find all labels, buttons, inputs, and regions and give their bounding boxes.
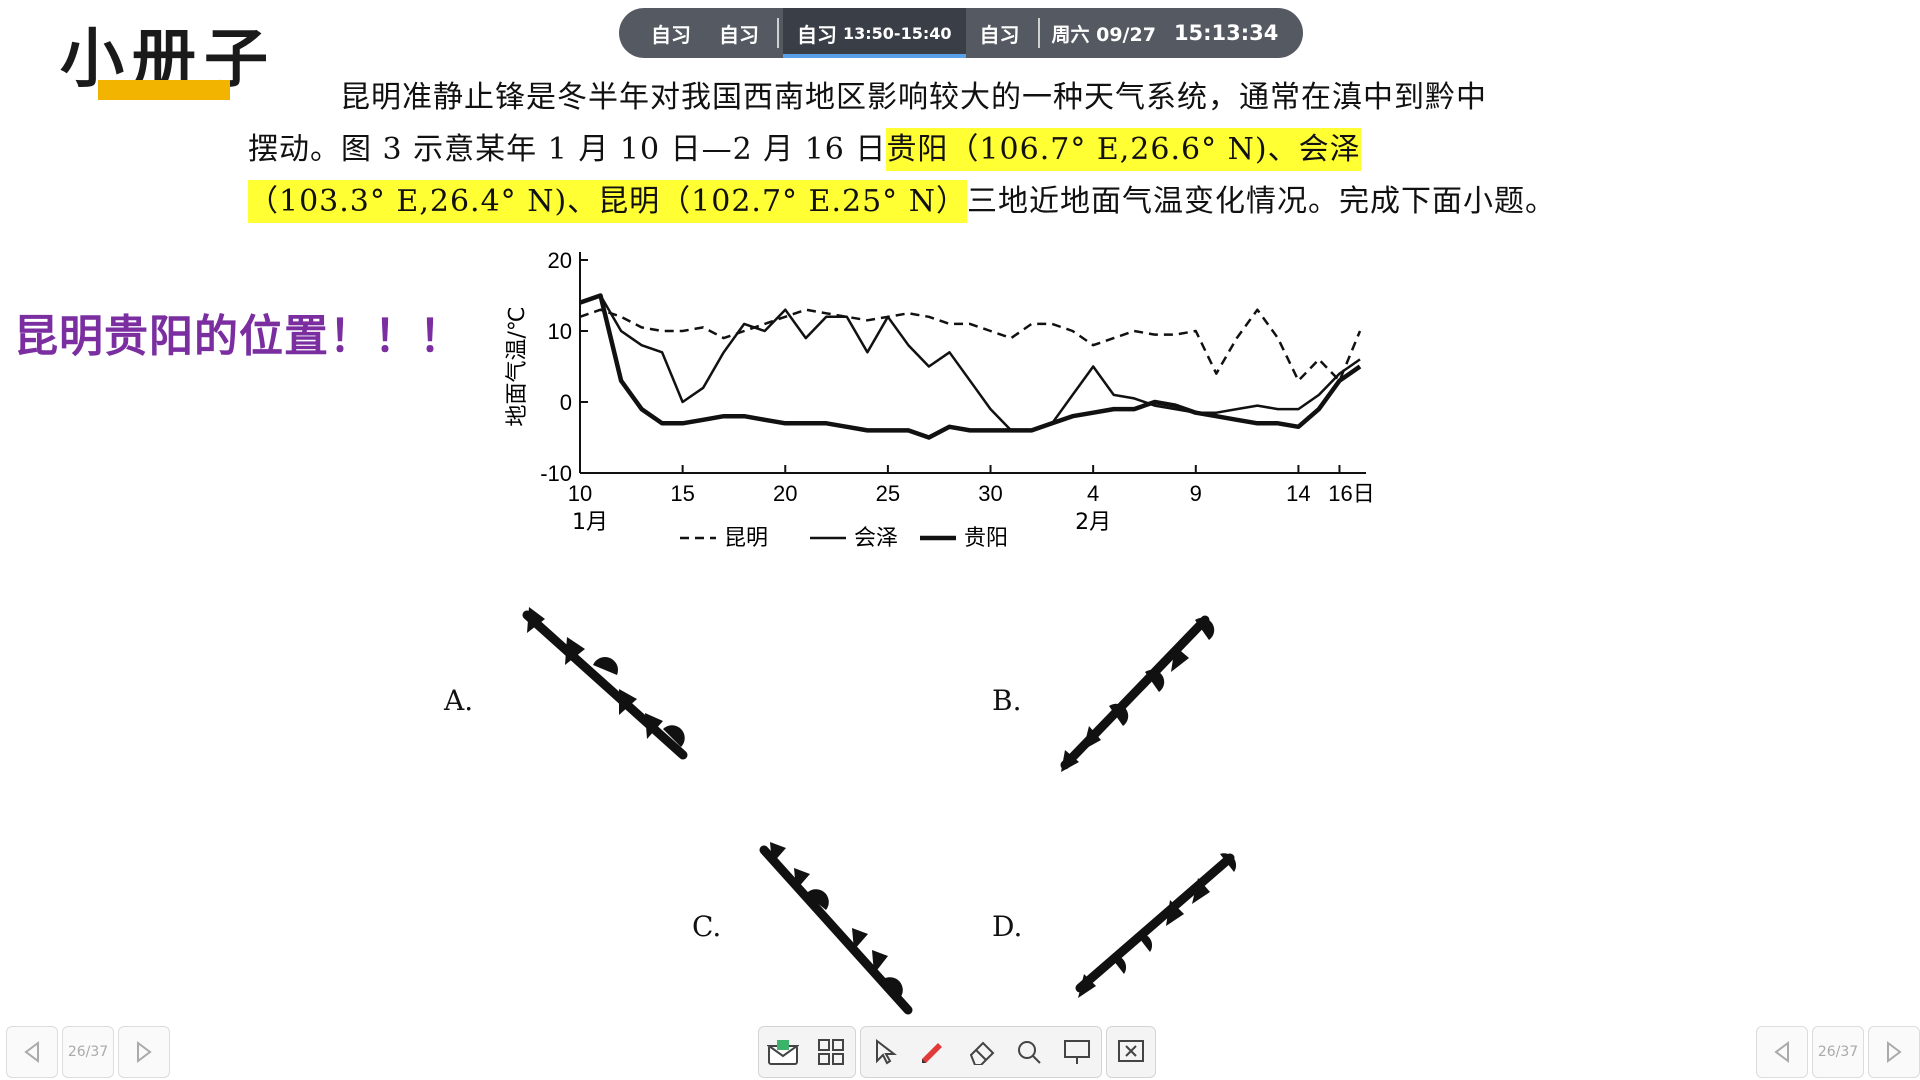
chevron-left-icon bbox=[1774, 1041, 1789, 1063]
option-b-label[interactable]: B. bbox=[992, 684, 1022, 717]
x-tick-label: 9 bbox=[1190, 481, 1202, 506]
question-line-3-plain: 三地近地面气温变化情况。完成下面小题。 bbox=[966, 184, 1556, 219]
y-tick-label: 10 bbox=[548, 319, 572, 344]
schedule-item[interactable]: 自习 bbox=[979, 22, 1020, 47]
x-tick-label: 4 bbox=[1087, 481, 1099, 506]
pen-tool-button[interactable] bbox=[909, 1027, 957, 1077]
x-tick-label: 20 bbox=[773, 481, 797, 506]
pen-icon bbox=[922, 1043, 942, 1063]
chart-series bbox=[579, 293, 1362, 440]
apps-grid-button[interactable] bbox=[807, 1027, 855, 1077]
x-tick-label: 14 bbox=[1286, 481, 1310, 506]
legend-label: 会泽 bbox=[854, 526, 898, 551]
envelope-button[interactable] bbox=[759, 1027, 807, 1077]
series-line-dashed bbox=[579, 308, 1362, 382]
series-line-thin bbox=[579, 294, 1361, 432]
option-d-front-icon[interactable] bbox=[1070, 848, 1240, 1008]
search-tool-button[interactable] bbox=[1005, 1027, 1053, 1077]
page-indicator[interactable]: 26/37 bbox=[1812, 1026, 1864, 1078]
date-label: 周六 09/27 bbox=[1051, 23, 1156, 46]
chart-axes: 20 10 0 -10 地面气温/℃ 10 15 20 25 30 4 9 14 16日 1月 2月 bbox=[505, 248, 1375, 535]
left-pager: 26/37 bbox=[6, 1026, 170, 1078]
right-pager: 26/37 bbox=[1756, 1026, 1920, 1078]
eraser-tool-button[interactable] bbox=[957, 1027, 1005, 1077]
grid-icon bbox=[818, 1039, 844, 1065]
annotation-note: 昆明贵阳的位置！！！ bbox=[14, 311, 464, 362]
select-tool-button[interactable] bbox=[861, 1027, 909, 1077]
chevron-right-icon bbox=[1887, 1041, 1902, 1063]
search-icon bbox=[1018, 1041, 1041, 1064]
series-line-thick bbox=[579, 293, 1362, 440]
schedule-divider bbox=[1037, 18, 1040, 48]
y-axis-title: 地面气温/℃ bbox=[505, 306, 530, 426]
board-icon bbox=[1064, 1040, 1090, 1064]
x-tick-label: 10 bbox=[568, 481, 592, 506]
question-text: 昆明准静止锋是冬半年对我国西南地区影响较大的一种天气系统，通常在滇中到黔中 摆动… bbox=[248, 72, 1648, 228]
temperature-chart: 20 10 0 -10 地面气温/℃ 10 15 20 25 30 4 9 14 16日 1月 2月 昆明 会泽… bbox=[505, 248, 1375, 551]
question-line-2: 摆动。图 3 示意某年 1 月 10 日—2 月 16 日贵阳（106.7° E… bbox=[248, 124, 1648, 176]
question-line-2-plain: 摆动。图 3 示意某年 1 月 10 日—2 月 16 日 bbox=[248, 132, 887, 167]
x-tick-label: 16日 bbox=[1328, 481, 1374, 506]
prev-page-button[interactable] bbox=[6, 1026, 58, 1078]
chevron-left-icon bbox=[24, 1041, 39, 1063]
schedule-item[interactable]: 自习 bbox=[719, 22, 759, 47]
highlight-text: （103.3° E,26.4° N)、昆明（102.7° E.25° N） bbox=[248, 180, 967, 223]
x-month-label: 2月 bbox=[1075, 510, 1111, 535]
x-tick-label: 25 bbox=[876, 481, 900, 506]
toolbar-group-apps bbox=[758, 1026, 856, 1078]
whiteboard-button[interactable] bbox=[1053, 1027, 1101, 1077]
option-c-front-icon[interactable] bbox=[750, 840, 920, 1020]
schedule-active-time: 13:50-15:40 bbox=[843, 23, 952, 43]
option-d-label[interactable]: D. bbox=[992, 910, 1023, 943]
schedule-item-active[interactable]: 自习 13:50-15:40 bbox=[783, 8, 966, 58]
question-line-3: （103.3° E,26.4° N)、昆明（102.7° E.25° N）三地近… bbox=[248, 176, 1648, 228]
option-a-label[interactable]: A. bbox=[444, 684, 474, 717]
legend-label: 贵阳 bbox=[964, 526, 1008, 551]
option-b-front-icon[interactable] bbox=[1055, 610, 1215, 780]
schedule-bar: 自习 自习 自习 13:50-15:40 自习 周六 09/27 15:13:3… bbox=[619, 8, 1303, 58]
brand-underline bbox=[98, 80, 230, 100]
schedule-divider bbox=[777, 18, 779, 48]
legend-label: 昆明 bbox=[724, 526, 768, 551]
toolbar-group-exit bbox=[1106, 1026, 1156, 1078]
prev-page-button[interactable] bbox=[1756, 1026, 1808, 1078]
next-page-button[interactable] bbox=[118, 1026, 170, 1078]
x-tick-label: 15 bbox=[670, 481, 694, 506]
cursor-icon bbox=[876, 1039, 897, 1065]
chart-legend: 昆明 会泽 贵阳 bbox=[680, 526, 1008, 551]
exit-presentation-button[interactable] bbox=[1107, 1027, 1155, 1077]
schedule-active-label: 自习 bbox=[797, 22, 837, 47]
highlight-text: 贵阳（106.7° E,26.6° N)、会泽 bbox=[886, 128, 1361, 171]
page-indicator[interactable]: 26/37 bbox=[62, 1026, 114, 1078]
exit-presentation-icon bbox=[1118, 1040, 1144, 1062]
y-tick-label: -10 bbox=[540, 461, 572, 486]
y-tick-label: 20 bbox=[548, 248, 572, 273]
x-tick-label: 30 bbox=[978, 481, 1002, 506]
envelope-icon bbox=[767, 1040, 799, 1065]
clock-label: 15:13:34 bbox=[1173, 21, 1279, 45]
toolbar-group-tools bbox=[860, 1026, 1102, 1078]
next-page-button[interactable] bbox=[1868, 1026, 1920, 1078]
y-tick-label: 0 bbox=[560, 390, 572, 415]
bottom-toolbar bbox=[758, 1026, 1156, 1078]
eraser-icon bbox=[969, 1041, 995, 1065]
chevron-right-icon bbox=[137, 1041, 152, 1063]
x-month-label: 1月 bbox=[572, 510, 608, 535]
option-a-front-icon[interactable] bbox=[515, 605, 695, 765]
schedule-item[interactable]: 自习 bbox=[651, 22, 691, 47]
question-line-1: 昆明准静止锋是冬半年对我国西南地区影响较大的一种天气系统，通常在滇中到黔中 bbox=[340, 80, 1487, 115]
option-c-label[interactable]: C. bbox=[692, 910, 722, 943]
